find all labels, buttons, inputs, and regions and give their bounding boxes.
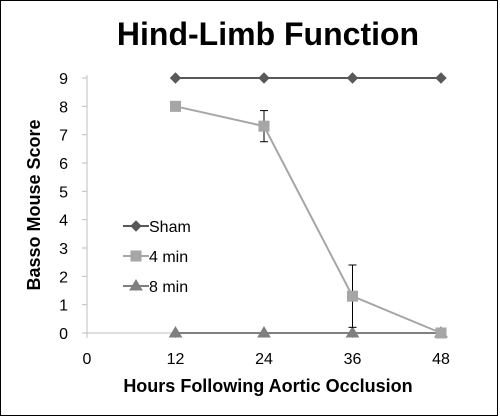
y-tick-label: 7 xyxy=(59,128,68,145)
legend-item-sham: Sham xyxy=(123,219,191,236)
y-tick-label: 3 xyxy=(59,241,68,258)
data-point xyxy=(258,120,270,132)
chart-title: Hind-Limb Function xyxy=(117,16,419,52)
y-tick-label: 5 xyxy=(59,184,68,201)
series-sham xyxy=(169,72,447,84)
y-tick-label: 2 xyxy=(59,269,68,286)
legend-label: Sham xyxy=(149,219,191,236)
series-line xyxy=(175,105,442,334)
data-point xyxy=(169,72,182,84)
legend-item-4-min: 4 min xyxy=(123,249,188,266)
y-tick-label: 6 xyxy=(59,156,68,173)
legend-marker xyxy=(130,220,142,232)
data-point xyxy=(345,326,360,338)
legend-item-8-min: 8 min xyxy=(123,279,188,296)
y-tick-label: 9 xyxy=(59,71,68,88)
data-point xyxy=(170,100,181,112)
data-point xyxy=(346,72,359,84)
legend-marker xyxy=(129,279,143,291)
series-8-min xyxy=(168,326,448,338)
series-layer xyxy=(168,72,448,339)
y-axis-label: Basso Mouse Score xyxy=(24,119,44,290)
data-point xyxy=(347,290,358,302)
x-tick-label: 36 xyxy=(344,351,362,368)
data-point xyxy=(435,72,447,84)
series-4-min xyxy=(170,100,447,339)
x-tick-label: 12 xyxy=(167,351,185,368)
legend-marker xyxy=(130,250,142,262)
data-point xyxy=(257,326,271,338)
x-axis-label: Hours Following Aortic Occlusion xyxy=(123,376,412,396)
x-tick-label: 48 xyxy=(432,351,450,368)
legend: Sham 4 min 8 min xyxy=(123,219,191,296)
y-tick-label: 1 xyxy=(59,298,68,315)
data-point xyxy=(258,72,270,84)
y-tick-label: 4 xyxy=(59,213,68,230)
legend-label: 4 min xyxy=(149,249,188,266)
x-tick-label: 0 xyxy=(83,351,92,368)
data-point xyxy=(435,327,447,339)
y-tick-label: 0 xyxy=(59,326,68,343)
y-tick-label: 8 xyxy=(59,99,68,116)
x-tick-label: 24 xyxy=(255,351,273,368)
legend-label: 8 min xyxy=(149,279,188,296)
data-point xyxy=(168,326,183,338)
